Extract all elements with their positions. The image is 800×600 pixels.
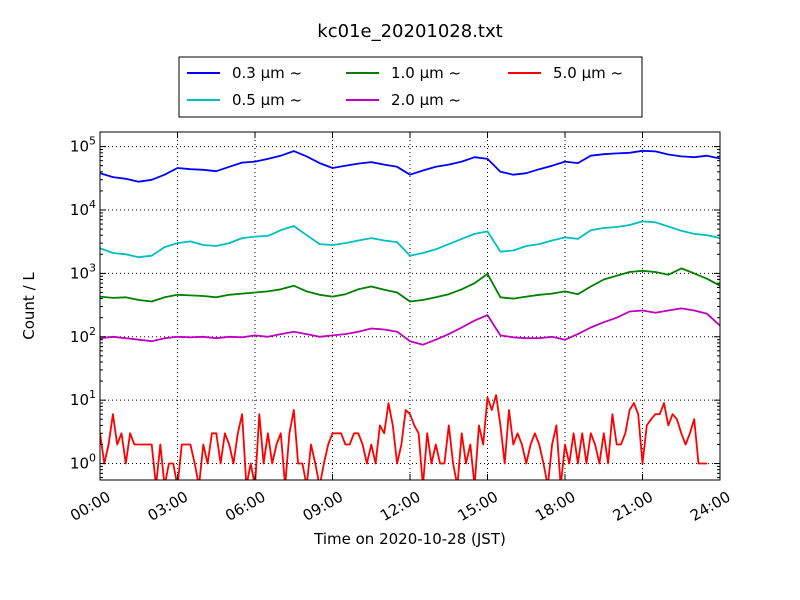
grid-layer	[100, 132, 720, 480]
y-axis-label: Count / L	[20, 272, 38, 340]
tick-layer: 00:00 03:00 06:00 09:00 12:00 15:00 18:00 21:00…	[67, 132, 734, 525]
y-tick-label: 103	[70, 261, 96, 282]
y-tick-exponent: 5	[89, 135, 96, 148]
x-tick-label: 12:00	[377, 488, 423, 525]
legend-box	[178, 56, 643, 118]
legend: 0.3 μm ~ 0.5 μm ~ 1.0 μm ~ 2.0 μm ~ 5.0 μm ~	[178, 56, 643, 118]
x-tick-label: 09:00	[300, 488, 346, 525]
legend-label-1: 0.3 μm ~	[232, 64, 302, 82]
x-tick-label: 15:00	[455, 488, 501, 525]
x-tick-label: 03:00	[145, 488, 191, 525]
y-tick-label: 100	[70, 452, 96, 473]
y-tick-base: 10	[70, 138, 89, 156]
y-tick-exponent: 0	[89, 452, 96, 465]
y-tick-exponent: 2	[89, 325, 96, 338]
x-axis-label: Time on 2020-10-28 (JST)	[313, 530, 506, 548]
series-layer	[100, 149, 720, 480]
y-tick-exponent: 1	[89, 388, 96, 401]
x-tick-label: 06:00	[222, 488, 268, 525]
x-tick-label: 18:00	[532, 488, 578, 525]
y-tick-base: 10	[70, 328, 89, 346]
y-tick-label: 102	[70, 325, 96, 346]
y-tick-label: 105	[70, 135, 96, 156]
x-tick-label: 21:00	[610, 488, 656, 525]
series-line-5	[100, 394, 708, 480]
series-line-1	[100, 149, 720, 183]
y-tick-base: 10	[70, 264, 89, 282]
series-line-3	[100, 267, 720, 303]
y-tick-exponent: 3	[89, 261, 96, 274]
series-line-2	[100, 220, 720, 259]
y-tick-base: 10	[70, 391, 89, 409]
y-tick-label: 101	[70, 388, 96, 409]
legend-label-4: 2.0 μm ~	[391, 91, 461, 109]
chart-title: kc01e_20201028.txt	[317, 21, 502, 42]
x-tick-label: 24:00	[687, 488, 733, 525]
x-tick-label: 00:00	[67, 488, 113, 525]
legend-label-3: 1.0 μm ~	[391, 64, 461, 82]
legend-label-2: 0.5 μm ~	[232, 91, 302, 109]
y-tick-base: 10	[70, 201, 89, 219]
legend-label-5: 5.0 μm ~	[553, 64, 623, 82]
y-tick-base: 10	[70, 455, 89, 473]
series-line-4	[100, 307, 720, 346]
y-tick-label: 104	[70, 198, 96, 219]
y-tick-exponent: 4	[89, 198, 96, 211]
